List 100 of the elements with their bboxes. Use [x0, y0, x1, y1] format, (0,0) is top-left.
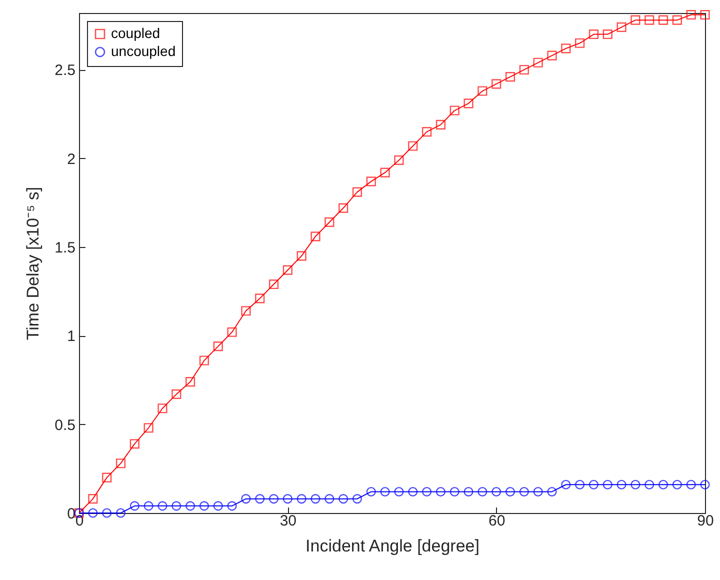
point	[310, 232, 320, 242]
point	[478, 486, 488, 496]
point	[672, 480, 682, 490]
point	[88, 508, 98, 518]
point	[575, 480, 585, 490]
point	[519, 64, 529, 75]
point	[588, 29, 598, 40]
point	[561, 480, 571, 490]
point	[102, 508, 112, 518]
point	[533, 486, 543, 496]
point	[255, 494, 265, 504]
y-axis-title: Time Delay [x10⁻⁵ s]	[24, 186, 43, 340]
y-tick-label: 1.5	[54, 240, 76, 257]
point	[158, 501, 168, 511]
point	[450, 106, 460, 116]
point	[102, 472, 112, 482]
point	[450, 486, 460, 496]
point	[172, 389, 182, 399]
point	[394, 155, 404, 165]
point	[352, 187, 362, 197]
point	[172, 501, 182, 511]
point	[575, 38, 585, 48]
point	[672, 15, 682, 25]
point	[296, 494, 306, 504]
point	[352, 494, 362, 504]
point	[630, 480, 640, 490]
point	[422, 127, 432, 137]
point	[436, 120, 446, 130]
x-axis-title: Incident Angle [degree]	[306, 536, 480, 556]
point	[588, 480, 598, 490]
y-tick-label: 1	[67, 328, 76, 346]
point	[686, 10, 696, 20]
point	[116, 458, 126, 468]
legend-label: uncoupled	[111, 43, 176, 59]
point	[464, 486, 474, 496]
point	[616, 480, 626, 490]
point	[310, 494, 320, 504]
point	[505, 486, 516, 496]
point	[547, 486, 557, 496]
point	[186, 501, 196, 511]
point	[492, 486, 502, 496]
point	[602, 29, 612, 40]
point	[144, 423, 154, 433]
point	[130, 501, 140, 511]
point	[199, 356, 209, 366]
point	[282, 265, 292, 275]
point	[394, 486, 404, 496]
point	[324, 217, 334, 228]
point	[199, 501, 209, 511]
point	[227, 501, 237, 511]
point	[116, 508, 126, 518]
point	[255, 294, 265, 304]
point	[241, 306, 251, 316]
point	[268, 494, 279, 504]
point	[130, 439, 140, 449]
point	[422, 486, 432, 496]
point	[658, 15, 668, 25]
point	[213, 342, 223, 352]
point	[700, 10, 710, 20]
y-tick-label: 2	[67, 150, 76, 168]
x-tick-label: 60	[488, 512, 506, 530]
point	[282, 494, 292, 504]
point	[227, 327, 237, 337]
point	[644, 15, 654, 25]
point	[700, 480, 710, 490]
point	[658, 480, 668, 490]
point	[492, 79, 502, 89]
point	[464, 98, 474, 108]
y-tick-label: 0.5	[54, 416, 76, 434]
point	[380, 486, 390, 496]
point	[408, 486, 418, 496]
point	[324, 494, 334, 504]
point	[186, 377, 196, 387]
x-tick-label: 30	[280, 512, 297, 530]
point	[88, 494, 98, 504]
point	[533, 58, 543, 68]
point	[338, 203, 348, 213]
point	[268, 279, 279, 290]
point	[241, 494, 251, 504]
point	[561, 44, 571, 54]
point	[366, 176, 376, 186]
point	[158, 404, 168, 414]
legend-label: coupled	[111, 25, 160, 41]
point	[338, 494, 348, 504]
point	[519, 486, 529, 496]
point	[144, 501, 154, 511]
point	[686, 480, 696, 490]
y-tick-label: 2.5	[54, 62, 76, 80]
point	[296, 251, 306, 261]
point	[478, 86, 488, 96]
x-tick-label: 90	[697, 512, 714, 530]
point	[644, 480, 654, 490]
point	[602, 480, 612, 490]
point	[436, 486, 446, 496]
point	[630, 15, 640, 25]
point	[213, 501, 223, 511]
point	[616, 22, 626, 32]
point	[408, 141, 418, 151]
point	[547, 50, 557, 60]
point	[380, 168, 390, 178]
